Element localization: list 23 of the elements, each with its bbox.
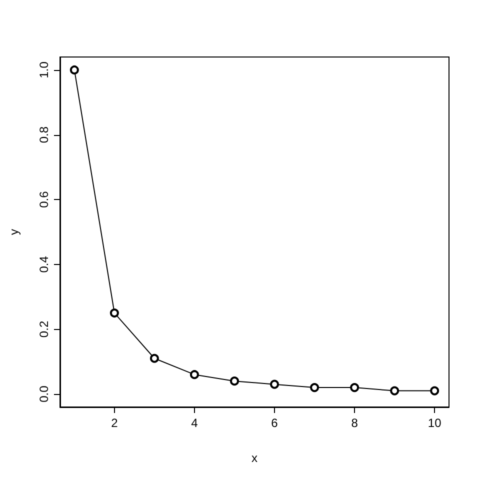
y-tick-label: 1.0 bbox=[37, 61, 51, 78]
y-tick-label: 0.6 bbox=[37, 190, 51, 208]
point bbox=[310, 383, 320, 392]
x-tick-label: 2 bbox=[111, 416, 118, 430]
x-axis-title: x bbox=[252, 451, 258, 465]
x-tick-label: 4 bbox=[191, 416, 198, 430]
y-tick-label: 0.8 bbox=[37, 126, 51, 144]
point bbox=[270, 380, 280, 389]
x-tick-label: 6 bbox=[271, 416, 278, 430]
y-axis-title: y bbox=[7, 229, 21, 235]
y-tick-label: 0.0 bbox=[37, 385, 51, 402]
point bbox=[70, 65, 79, 74]
point bbox=[350, 383, 360, 392]
point bbox=[150, 354, 159, 363]
x-tick-label: 8 bbox=[351, 416, 358, 430]
point bbox=[110, 308, 119, 318]
y-tick-label: 0.4 bbox=[37, 256, 51, 273]
x-tick-label: 10 bbox=[428, 416, 442, 430]
point bbox=[230, 376, 239, 386]
point bbox=[190, 370, 199, 380]
point bbox=[430, 386, 440, 396]
y-tick-label: 0.2 bbox=[37, 320, 51, 338]
point bbox=[390, 386, 400, 396]
